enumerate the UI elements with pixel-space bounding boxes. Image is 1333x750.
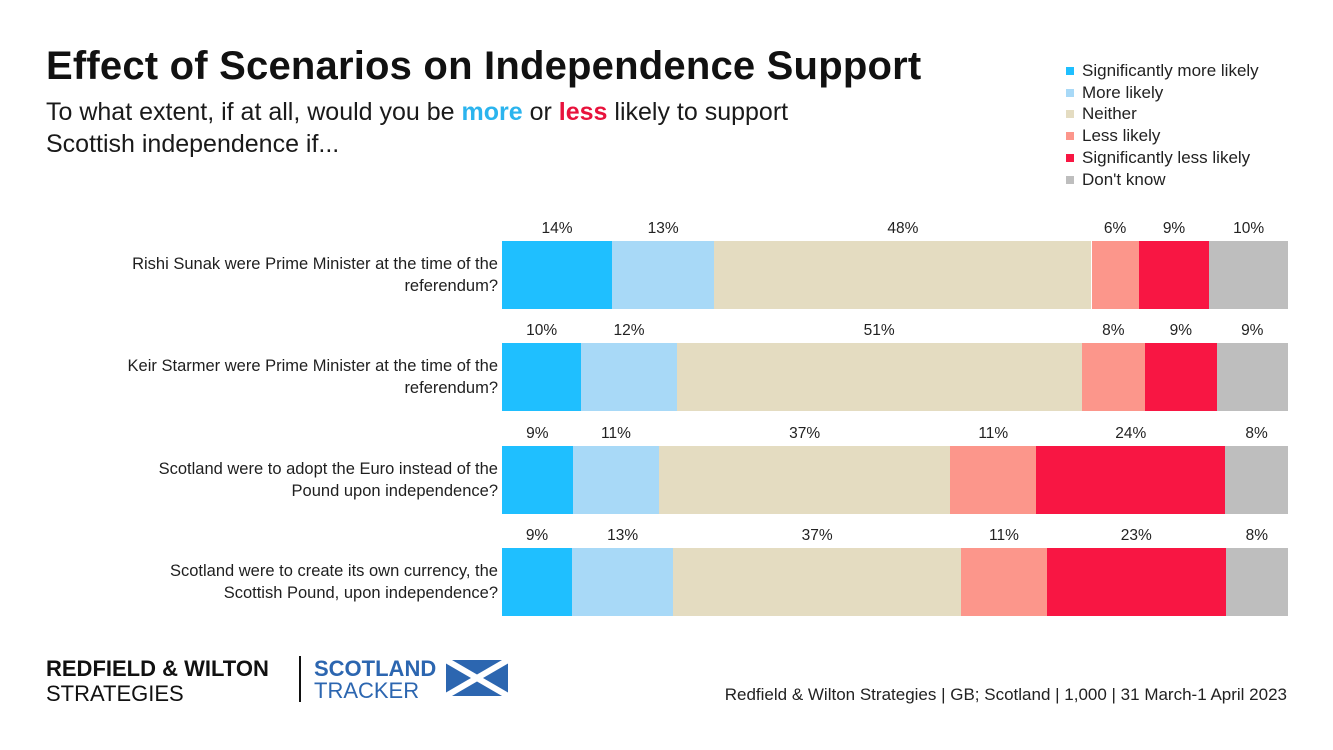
data-label: 51% xyxy=(863,322,895,339)
legend-swatch xyxy=(1066,132,1074,141)
legend-item: Less likely xyxy=(1066,125,1259,147)
bar-segment xyxy=(502,241,613,309)
bar-segment xyxy=(1216,343,1288,411)
bar-segment xyxy=(676,343,1082,411)
brand-line-2: STRATEGIES xyxy=(46,681,184,706)
chart-subtitle: To what extent, if at all, would you be … xyxy=(46,96,846,160)
legend-item: Neither xyxy=(1066,104,1259,126)
subtitle-text-3: likely to support Scottish independence … xyxy=(46,98,789,158)
category-label: Scotland were to create its own currency… xyxy=(169,562,498,602)
bar-segment xyxy=(1209,241,1288,309)
data-label: 13% xyxy=(607,527,639,544)
data-label: 37% xyxy=(789,425,821,442)
bar-segment xyxy=(572,548,674,616)
bar-segment xyxy=(950,446,1037,514)
brand-logo: REDFIELD & WILTON STRATEGIES xyxy=(46,656,269,706)
brand-line-1: REDFIELD & WILTON xyxy=(46,656,269,681)
data-label: 23% xyxy=(1120,527,1152,544)
bar-segment xyxy=(1225,548,1288,616)
tracker-line-2: TRACKER xyxy=(314,678,420,703)
data-label: 9% xyxy=(1169,322,1193,339)
subtitle-more: more xyxy=(461,98,523,126)
subtitle-less: less xyxy=(558,98,608,126)
chart-title: Effect of Scenarios on Independence Supp… xyxy=(46,44,922,88)
data-label: 11% xyxy=(978,425,1009,442)
bar-segment xyxy=(1046,548,1226,616)
legend-label: Neither xyxy=(1082,104,1137,124)
category-label: Keir Starmer were Prime Minister at the … xyxy=(127,357,498,397)
legend-label: More likely xyxy=(1082,82,1164,102)
tracker-logo: SCOTLAND TRACKER xyxy=(314,658,436,702)
bar-segment xyxy=(581,343,677,411)
data-label: 11% xyxy=(989,527,1019,544)
data-label: 48% xyxy=(887,220,919,237)
bar-segment xyxy=(1138,241,1210,309)
bar-segment xyxy=(502,548,573,616)
bar-segment xyxy=(1036,446,1226,514)
data-label: 6% xyxy=(1103,220,1127,237)
data-label: 8% xyxy=(1245,425,1268,442)
data-label: 9% xyxy=(1162,220,1186,237)
subtitle-text-1: To what extent, if at all, would you be xyxy=(46,98,462,126)
data-label: 13% xyxy=(647,220,679,237)
legend-label: Less likely xyxy=(1082,126,1161,146)
bar-segment xyxy=(1081,343,1146,411)
data-label: 37% xyxy=(801,527,833,544)
data-label: 8% xyxy=(1245,527,1269,544)
legend-item: Significantly less likely xyxy=(1066,147,1259,169)
legend-swatch xyxy=(1066,110,1074,119)
data-label: 10% xyxy=(1233,220,1265,237)
bar-segment xyxy=(502,343,582,411)
source-note: Redfield & Wilton Strategies | GB; Scotl… xyxy=(724,685,1287,704)
data-label: 9% xyxy=(1241,322,1264,339)
tracker-line-1: SCOTLAND xyxy=(314,656,437,681)
footer-divider xyxy=(299,656,301,702)
category-label: Scotland were to adopt the Euro instead … xyxy=(158,460,498,500)
bar-segment xyxy=(1225,446,1288,514)
bar-segment xyxy=(1091,241,1139,309)
legend-swatch xyxy=(1066,88,1074,97)
bar-segment xyxy=(961,548,1047,616)
subtitle-text-2: or xyxy=(522,98,559,126)
data-label: 10% xyxy=(526,322,558,339)
data-label: 11% xyxy=(601,425,631,442)
legend-label: Significantly more likely xyxy=(1082,60,1259,80)
data-label: 9% xyxy=(525,527,549,544)
legend-swatch xyxy=(1066,66,1074,75)
data-label: 14% xyxy=(541,220,573,237)
legend-item: Significantly more likely xyxy=(1066,60,1259,82)
bar-segment xyxy=(714,241,1092,309)
legend-label: Don't know xyxy=(1082,169,1166,189)
bar-segment xyxy=(1145,343,1217,411)
data-label: 8% xyxy=(1102,322,1125,339)
bar-segment xyxy=(502,446,573,514)
legend-label: Significantly less likely xyxy=(1082,148,1251,168)
legend-item: Don't know xyxy=(1066,169,1259,191)
chart-legend: Significantly more likely More likely Neit… xyxy=(1066,60,1259,191)
bar-segment xyxy=(572,446,660,514)
bar-segment xyxy=(659,446,950,514)
data-label: 9% xyxy=(526,425,549,442)
data-label: 24% xyxy=(1115,425,1147,442)
legend-swatch xyxy=(1066,154,1074,163)
bar-segment xyxy=(612,241,715,309)
legend-item: More likely xyxy=(1066,82,1259,104)
bar-segment xyxy=(673,548,962,616)
data-label: 12% xyxy=(613,322,645,339)
legend-swatch xyxy=(1066,175,1074,184)
scotland-flag-icon xyxy=(446,660,508,696)
category-label: Rishi Sunak were Prime Minister at the t… xyxy=(132,255,498,295)
